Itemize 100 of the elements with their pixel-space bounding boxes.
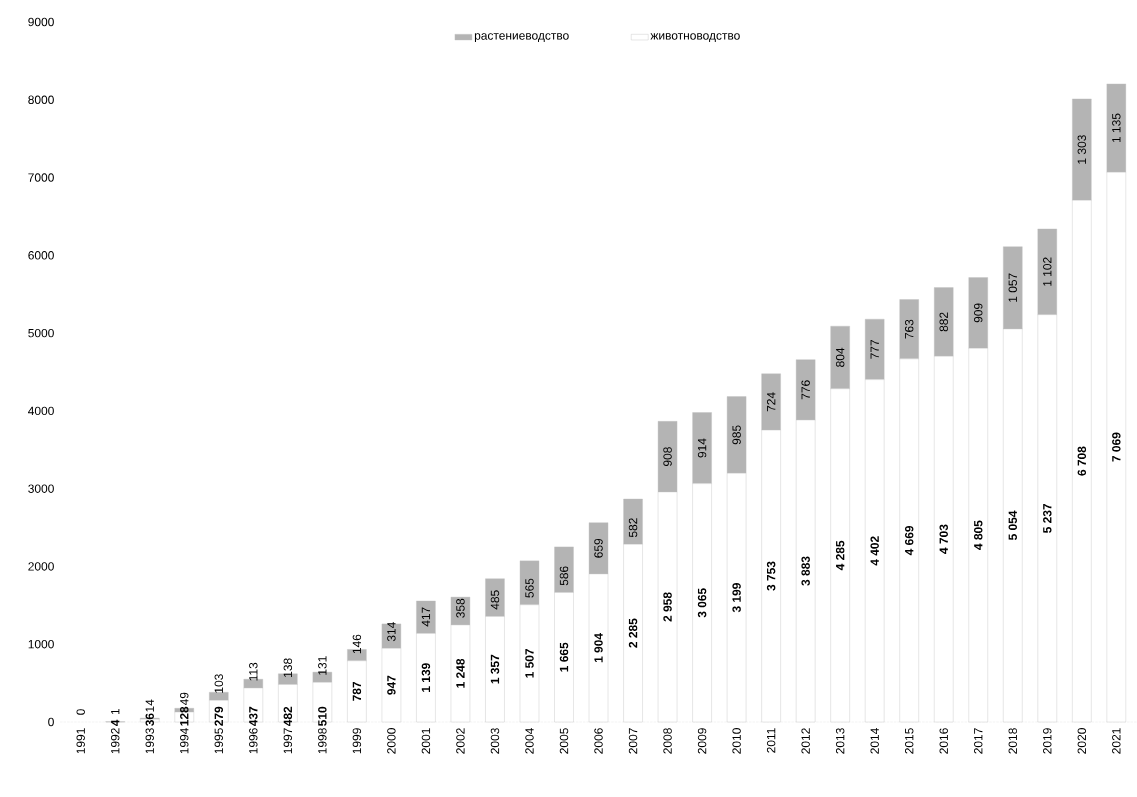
- data-label: 763: [904, 319, 914, 339]
- legend-label: растениеводство: [474, 33, 569, 43]
- x-tick-label: 2011: [766, 728, 776, 753]
- y-tick-label: 2000: [28, 562, 54, 571]
- data-label: 1 057: [1008, 273, 1017, 302]
- data-label: 3 753: [766, 561, 776, 591]
- data-label: 1 357: [490, 654, 500, 684]
- data-label: 1 665: [559, 642, 569, 672]
- x-tick-label: 2004: [525, 728, 534, 754]
- y-tick-label: 7000: [28, 173, 54, 182]
- data-label: 4 402: [870, 536, 879, 566]
- y-tick-label: 0: [48, 717, 54, 727]
- x-tick-label: 1998: [318, 728, 327, 754]
- data-label: 279: [214, 706, 224, 726]
- data-label: 49: [180, 692, 189, 706]
- x-tick-label: 2001: [421, 728, 431, 754]
- data-label: 485: [490, 590, 500, 610]
- data-label: 804: [835, 347, 845, 367]
- data-label: 113: [249, 662, 258, 681]
- data-label: 777: [870, 340, 879, 359]
- data-label: 985: [732, 425, 741, 445]
- data-label: 3 065: [697, 588, 707, 618]
- data-label: 586: [559, 566, 569, 586]
- y-tick-label: 8000: [28, 95, 54, 104]
- x-tick-label: 2013: [835, 728, 845, 754]
- x-tick-label: 2003: [490, 728, 500, 754]
- data-label: 565: [525, 578, 534, 598]
- data-label: 36: [145, 713, 154, 726]
- data-label: 1 248: [456, 658, 465, 688]
- data-label: 724: [766, 392, 776, 412]
- data-label: 14: [145, 699, 154, 712]
- data-label: 947: [387, 675, 396, 695]
- data-label: 510: [318, 706, 327, 726]
- data-label: 2 958: [663, 592, 672, 622]
- data-label: 7 069: [1112, 432, 1121, 462]
- data-label: 908: [663, 447, 672, 467]
- data-label: 1 102: [1043, 257, 1052, 286]
- x-tick-label: 2015: [904, 728, 914, 754]
- x-tick-label: 2008: [663, 728, 672, 754]
- data-label: 6 708: [1077, 446, 1087, 476]
- data-label: 314: [387, 622, 396, 642]
- x-tick-label: 2016: [939, 728, 948, 754]
- data-label: 4 805: [974, 520, 983, 550]
- x-tick-label: 2018: [1008, 728, 1017, 754]
- data-label: 437: [249, 706, 258, 727]
- data-label: 3 883: [801, 556, 810, 586]
- data-label: 659: [594, 538, 603, 558]
- data-label: 103: [214, 674, 224, 693]
- data-label: 909: [974, 303, 983, 323]
- x-tick-label: 1997: [283, 728, 293, 754]
- x-tick-label: 1993: [145, 728, 154, 754]
- x-tick-label: 2021: [1112, 728, 1121, 754]
- data-label: 776: [801, 380, 810, 400]
- data-label: 1 507: [525, 648, 534, 678]
- data-label: 787: [352, 681, 362, 701]
- data-label: 138: [283, 658, 293, 677]
- y-tick-label: 6000: [28, 251, 54, 260]
- data-label: 1 904: [594, 633, 603, 663]
- x-tick-label: 2000: [387, 728, 396, 754]
- x-tick-label: 1999: [352, 728, 362, 754]
- x-tick-label: 2006: [594, 728, 603, 754]
- data-label: 3 199: [732, 583, 741, 613]
- y-tick-label: 1000: [28, 639, 54, 649]
- y-tick-label: 3000: [28, 484, 54, 493]
- x-tick-label: 1995: [214, 728, 224, 754]
- data-label: 1 135: [1112, 113, 1121, 143]
- data-label: 882: [939, 312, 948, 332]
- x-tick-label: 2020: [1077, 728, 1087, 754]
- x-tick-label: 2017: [974, 728, 983, 754]
- x-tick-label: 2009: [697, 728, 707, 754]
- x-tick-label: 1991: [76, 728, 85, 754]
- data-label: 131: [318, 656, 327, 675]
- x-tick-label: 2010: [732, 728, 741, 754]
- x-tick-label: 2005: [559, 728, 569, 754]
- data-label: 4 669: [904, 525, 914, 556]
- data-label: 417: [421, 607, 431, 627]
- x-tick-label: 2002: [456, 728, 465, 754]
- x-tick-label: 2007: [628, 728, 638, 754]
- legend-label: животноводство: [650, 33, 740, 42]
- data-label: 1: [111, 708, 120, 715]
- x-tick-label: 2019: [1043, 728, 1052, 754]
- data-label: 4 285: [835, 540, 845, 571]
- x-tick-label: 2014: [870, 728, 879, 754]
- data-label: 146: [352, 634, 362, 654]
- data-label: 582: [628, 518, 638, 538]
- x-tick-label: 2012: [801, 728, 810, 754]
- data-label: 2 285: [628, 618, 638, 648]
- data-label: 4 703: [939, 524, 948, 554]
- data-label: 1 303: [1077, 135, 1087, 164]
- data-label: 0: [76, 709, 85, 715]
- y-tick-label: 9000: [28, 17, 54, 27]
- y-tick-label: 4000: [28, 406, 54, 416]
- data-label: 5 054: [1008, 510, 1017, 541]
- data-label: 482: [283, 706, 293, 727]
- data-label: 1 139: [421, 663, 431, 692]
- data-label: 5 237: [1043, 503, 1052, 533]
- data-label: 4: [111, 719, 120, 727]
- data-label: 358: [456, 598, 465, 618]
- x-tick-label: 1994: [180, 728, 189, 754]
- data-label: 914: [697, 438, 707, 458]
